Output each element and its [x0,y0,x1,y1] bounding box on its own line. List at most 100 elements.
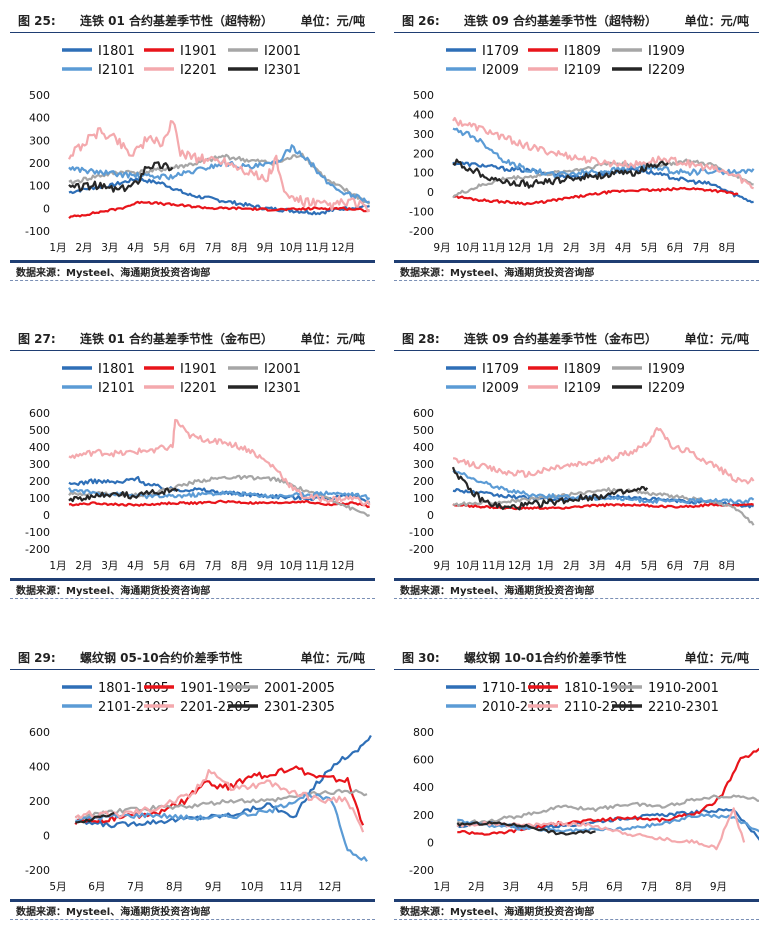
x-tick-label: 12月 [331,560,355,572]
legend-item-2301-2305: 2301-2305 [228,700,335,715]
chart-panel-27: 图 27: 连铁 01 合约基差季节性（金布巴） 单位：元/吨 I1801 I19… [10,324,375,600]
series-line-i1809 [452,186,739,206]
x-tick-label: 5月 [572,881,589,893]
legend-label: I1801 [98,362,135,377]
legend-label: 1901-1905 [180,681,251,696]
y-tick-label: 600 [413,754,434,767]
x-tick-label: 12月 [508,560,532,572]
y-tick-label: 300 [29,458,50,471]
series-line-i1709 [452,161,754,204]
x-tick-label: 12月 [508,242,532,254]
legend-item-i2201: I2201 [144,381,217,396]
y-tick-label: -200 [409,864,434,877]
y-tick-label: -200 [25,543,50,556]
series-line-1910-2001 [456,794,759,825]
series-line-i2301 [68,487,179,503]
legend-label: I1901 [180,362,217,377]
y-tick-label: 400 [413,108,434,121]
legend-label: 2010-2101 [482,700,553,715]
y-tick-label: -100 [25,225,50,238]
x-tick-label: 2月 [563,560,580,572]
y-tick-label: 300 [29,134,50,147]
y-tick-label: 600 [413,407,434,420]
x-tick-label: 11月 [279,881,303,893]
x-tick-label: 3月 [589,560,606,572]
series-line-2301-2305 [75,812,115,824]
legend-label: I1801 [98,44,135,59]
y-tick-label: 100 [29,180,50,193]
legend-item-i2101: I2101 [62,63,135,78]
legend-item-i1801: I1801 [62,44,135,59]
x-tick-label: 3月 [101,242,118,254]
panel-bottom-rule [10,598,375,599]
legend-label: I1809 [564,44,601,59]
x-tick-label: 8月 [166,881,183,893]
x-tick-label: 3月 [589,242,606,254]
y-tick-label: 0 [43,830,50,843]
legend-label: I1809 [564,362,601,377]
legend-item-i1909: I1909 [612,362,685,377]
chart-title-bar: 图 28: 连铁 09 合约基差季节性（金布巴） 单位：元/吨 [394,324,759,350]
legend-item-1810-1901: 1810-1901 [528,681,635,696]
figure-number: 图 26: [402,14,440,28]
series-line-i2201 [68,418,371,507]
chart-panel-28: 图 28: 连铁 09 合约基差季节性（金布巴） 单位：元/吨 I1709 I18… [394,324,759,600]
y-tick-label: 100 [29,492,50,505]
source-note: 数据来源：Mysteel、海通期货投资咨询部 [400,586,595,597]
title-divider [394,669,759,670]
legend-label: I1909 [648,44,685,59]
series-line-2201-2205 [74,769,365,833]
legend-item-i2209: I2209 [612,63,685,78]
x-tick-label: 1月 [537,560,554,572]
series-line-i2109 [452,427,755,485]
x-tick-label: 4月 [615,560,632,572]
x-tick-label: 7月 [641,881,658,893]
y-tick-label: 0 [43,202,50,215]
legend-label: 2110-2201 [564,700,635,715]
series-line-i2101 [68,144,371,204]
series-line-i2209 [452,158,669,189]
source-note: 数据来源：Mysteel、海通期货投资咨询部 [16,907,211,918]
legend-item-i1801: I1801 [62,362,135,377]
chart-title: 连铁 09 合约基差季节性（超特粉） [464,14,658,28]
x-tick-label: 7月 [205,242,222,254]
legend-item-1801-1805: 1801-1805 [62,681,169,696]
x-tick-label: 9月 [257,242,274,254]
chart-title: 连铁 01 合约基差季节性（金布巴） [80,332,274,346]
chart-panel-25: 图 25: 连铁 01 合约基差季节性（超特粉） 单位：元/吨 I1801 I19… [10,6,375,282]
legend-label: 2210-2301 [648,700,719,715]
legend-item-i2201: I2201 [144,63,217,78]
series-line-i2201 [68,120,370,213]
legend-item-i1709: I1709 [446,362,519,377]
x-tick-label: 9月 [257,560,274,572]
legend-item-i1909: I1909 [612,44,685,59]
x-tick-label: 6月 [606,881,623,893]
panel-bottom-rule [394,919,759,920]
y-tick-label: 0 [427,836,434,849]
x-tick-label: 4月 [615,242,632,254]
legend-item-i1901: I1901 [144,44,217,59]
legend-item-2201-2205: 2201-2205 [144,700,251,715]
legend-item-i2009: I2009 [446,63,519,78]
x-tick-label: 4月 [127,242,144,254]
y-tick-label: 500 [29,89,50,102]
y-tick-label: 0 [427,186,434,199]
line-chart-27: I1801 I1901 I2001 I2101 I2201 I2301 -200 -100 0 1… [25,362,371,572]
legend-label: 1910-2001 [648,681,719,696]
x-tick-label: 11月 [305,560,329,572]
unit-label: 单位：元/吨 [684,651,749,665]
figure-number: 图 28: [402,332,440,346]
legend-label: I2209 [648,381,685,396]
y-tick-label: 400 [413,441,434,454]
legend-item-2010-2101: 2010-2101 [446,700,553,715]
x-tick-label: 3月 [503,881,520,893]
unit-label: 单位：元/吨 [684,14,749,28]
figure-number: 图 30: [402,651,440,665]
panel-bottom-rule [10,919,375,920]
y-tick-label: 100 [413,167,434,180]
source-divider [10,578,375,581]
chart-panel-30: 图 30: 螺纹钢 10-01合约价差季节性 单位：元/吨 1710-1801 1… [394,643,759,923]
legend-item-1901-1905: 1901-1905 [144,681,251,696]
unit-label: 单位：元/吨 [684,332,749,346]
legend-item-i2301: I2301 [228,63,301,78]
